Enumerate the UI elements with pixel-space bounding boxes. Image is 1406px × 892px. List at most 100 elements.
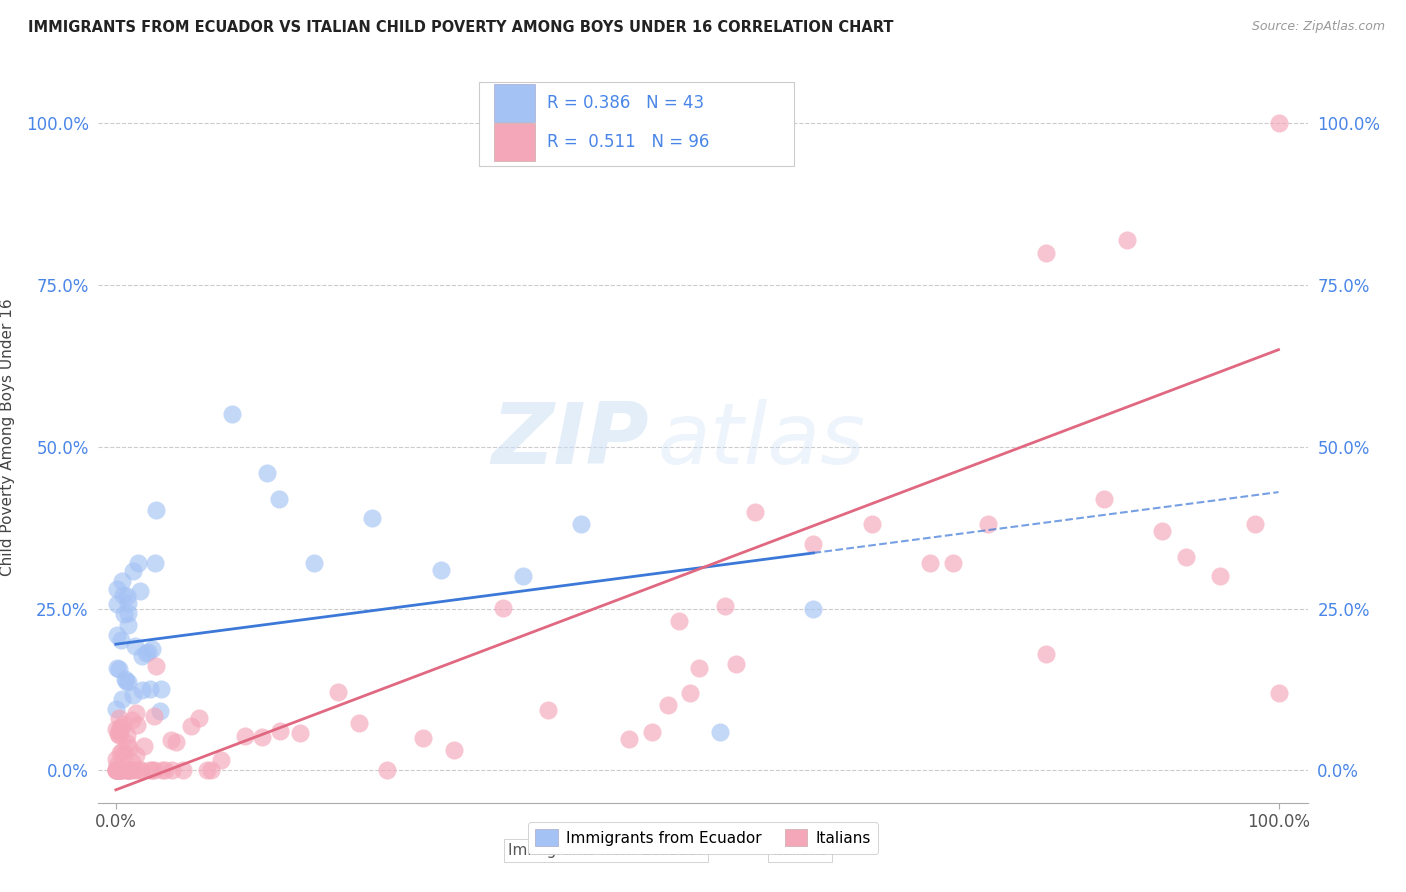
Point: [709, 724, 731, 739]
Point: [1244, 517, 1267, 532]
Point: [107, 764, 129, 778]
Point: [139, 682, 162, 697]
Point: [679, 686, 702, 700]
Point: [121, 688, 143, 702]
Point: [107, 764, 129, 778]
Point: [127, 556, 149, 570]
Point: [143, 557, 166, 571]
Point: [1209, 569, 1232, 583]
Point: [124, 640, 146, 654]
Point: [105, 597, 128, 611]
Point: [117, 618, 139, 632]
Point: [115, 674, 138, 689]
Point: [153, 764, 176, 778]
Point: [117, 764, 139, 778]
Text: Source: ZipAtlas.com: Source: ZipAtlas.com: [1251, 20, 1385, 33]
Point: [714, 599, 737, 614]
Point: [141, 764, 163, 778]
Point: [375, 764, 398, 778]
Point: [360, 511, 382, 525]
Point: [105, 582, 128, 597]
Point: [641, 725, 664, 739]
Point: [121, 564, 143, 578]
Point: [689, 661, 711, 675]
Text: ZIP: ZIP: [491, 400, 648, 483]
Point: [1174, 549, 1197, 564]
Point: [803, 537, 825, 551]
Point: [139, 764, 162, 778]
Point: [491, 601, 513, 615]
Point: [105, 763, 128, 777]
Text: R = 0.386   N = 43: R = 0.386 N = 43: [547, 94, 704, 112]
Point: [977, 517, 1000, 532]
Point: [111, 691, 134, 706]
Point: [118, 740, 141, 755]
Point: [117, 675, 139, 690]
Text: IMMIGRANTS FROM ECUADOR VS ITALIAN CHILD POVERTY AMONG BOYS UNDER 16 CORRELATION: IMMIGRANTS FROM ECUADOR VS ITALIAN CHILD…: [28, 20, 894, 35]
Point: [326, 685, 349, 699]
Point: [1092, 491, 1115, 506]
Point: [302, 557, 325, 571]
Point: [108, 746, 131, 760]
Point: [221, 408, 243, 422]
Point: [118, 764, 141, 778]
Point: [125, 764, 148, 778]
Point: [128, 764, 150, 778]
Point: [110, 764, 132, 778]
Point: [131, 683, 153, 698]
Point: [115, 764, 138, 778]
Point: [288, 725, 311, 739]
Point: [443, 742, 465, 756]
Point: [108, 764, 131, 778]
Point: [104, 764, 127, 778]
Point: [129, 764, 152, 778]
Point: [1035, 647, 1057, 661]
Text: R =  0.511   N = 96: R = 0.511 N = 96: [547, 133, 710, 152]
Point: [115, 736, 138, 750]
Point: [115, 589, 138, 603]
Point: [136, 645, 159, 659]
Point: [108, 662, 131, 676]
Point: [188, 711, 211, 725]
Point: [724, 657, 747, 671]
Point: [512, 569, 534, 583]
Point: [150, 682, 173, 697]
Point: [150, 764, 173, 778]
Point: [121, 713, 143, 727]
Point: [105, 764, 128, 778]
Point: [107, 727, 129, 741]
Point: [112, 747, 135, 761]
Point: [121, 755, 143, 769]
Point: [112, 607, 135, 621]
Point: [430, 563, 453, 577]
Point: [110, 632, 132, 647]
Point: [233, 729, 256, 743]
Legend: Immigrants from Ecuador, Italians: Immigrants from Ecuador, Italians: [527, 822, 879, 854]
Point: [200, 764, 222, 778]
Point: [105, 751, 128, 765]
Point: [135, 646, 157, 660]
Point: [105, 757, 128, 772]
Point: [617, 732, 640, 747]
Point: [165, 734, 187, 748]
Point: [117, 596, 139, 610]
Point: [569, 517, 592, 532]
Point: [105, 764, 128, 778]
Point: [110, 720, 132, 734]
Point: [111, 744, 134, 758]
Point: [117, 606, 139, 620]
Point: [117, 728, 139, 742]
Point: [117, 764, 139, 778]
Point: [131, 648, 153, 663]
Point: [107, 727, 129, 741]
Point: [105, 628, 128, 642]
Point: [105, 723, 128, 737]
Point: [108, 764, 131, 778]
Point: [180, 719, 202, 733]
Point: [115, 764, 138, 778]
Point: [125, 748, 148, 763]
Point: [111, 764, 134, 778]
Point: [108, 723, 131, 737]
Point: [145, 658, 167, 673]
Point: [108, 711, 131, 725]
